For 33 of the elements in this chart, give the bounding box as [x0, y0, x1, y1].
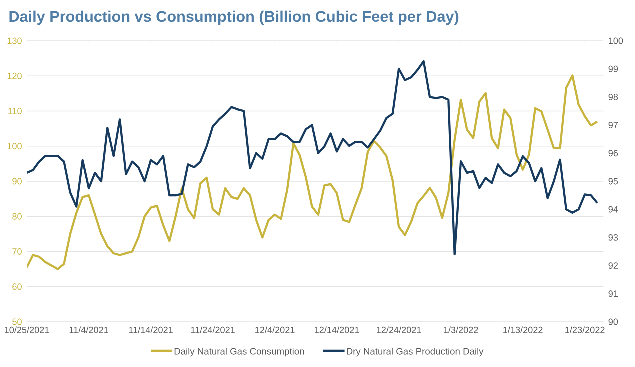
y-tick-label: 60 — [12, 284, 22, 290]
chart-title: Daily Production vs Consumption (Billion Cubic Feet per Day) — [10, 10, 459, 26]
y2-tick-label: 92 — [608, 262, 618, 269]
y2-tick-label: 98 — [608, 94, 618, 100]
y-tick-label: 80 — [12, 213, 22, 220]
legend-label: Daily Natural Gas Consumption — [174, 348, 304, 357]
y-tick-label: 130 — [8, 38, 22, 44]
y-tick-label: 120 — [8, 72, 22, 80]
x-tick-label: 11/24/2021 — [191, 326, 235, 334]
x-tick-label: 1/3/2022 — [444, 326, 478, 334]
y-tick-label: 90 — [12, 178, 22, 185]
y2-tick-label: 93 — [608, 234, 618, 241]
x-tick-label: 11/4/2021 — [70, 326, 108, 334]
y2-tick-label: 100 — [609, 38, 624, 44]
x-tick-label: 12/4/2021 — [256, 326, 295, 334]
x-tick-label: 1/23/2022 — [566, 326, 605, 334]
y2-tick-label: 94 — [608, 206, 618, 213]
y-tick-label: 70 — [12, 248, 22, 255]
x-tick-label: 12/14/2021 — [315, 326, 360, 334]
legend-label: Dry Natural Gas Production Daily — [347, 348, 484, 357]
y-tick-label: 100 — [8, 143, 22, 150]
y2-tick-label: 99 — [608, 66, 618, 72]
y2-tick-label: 90 — [608, 318, 618, 326]
x-tick-label: 10/25/2021 — [5, 326, 50, 334]
y2-tick-label: 97 — [608, 122, 618, 128]
y2-tick-label: 91 — [608, 290, 618, 298]
x-tick-label: 12/24/2021 — [377, 326, 422, 334]
x-tick-label: 1/13/2022 — [504, 326, 543, 334]
y2-tick-label: 95 — [608, 178, 618, 185]
y-tick-label: 50 — [12, 318, 22, 326]
y-tick-label: 110 — [8, 108, 22, 114]
y2-tick-label: 96 — [608, 150, 618, 157]
x-tick-label: 11/14/2021 — [129, 326, 173, 334]
